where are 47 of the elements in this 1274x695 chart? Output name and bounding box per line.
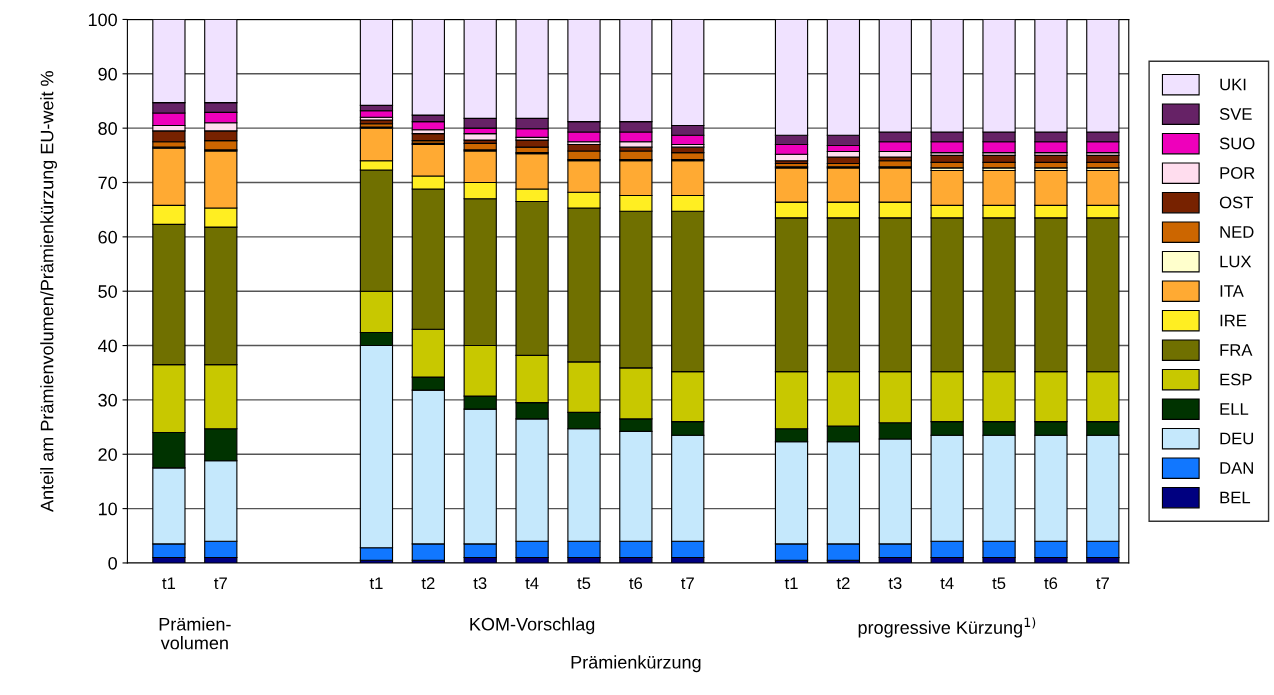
x-tick-label: t1 [784,577,798,590]
x-tick-label: t3 [473,577,487,590]
legend-label: DAN [1220,462,1253,474]
x-tick-label: t5 [577,577,591,590]
legend-label: POR [1220,167,1255,179]
x-tick-label: t5 [992,577,1006,590]
x-tick-label: t1 [162,577,176,590]
y-axis-title: Anteil am Prämienvolumen/Prämienkürzung EU-weit % [40,71,57,512]
legend-label: IRE [1220,314,1247,327]
legend-label: SUO [1219,137,1255,150]
y-tick-label: 90 [98,67,117,81]
x-tick-label: t7 [681,577,694,590]
y-tick-label: 80 [98,122,117,135]
x-tick-label: t6 [629,577,643,590]
legend-label: LUX [1220,255,1252,268]
legend-label: OST [1219,196,1253,209]
text: Prämienkürzung [571,655,701,673]
legend-label: UKI [1220,78,1246,91]
text: Prämien- volumen [159,617,231,650]
text: progressive Kürzung$^{1)}$ [858,617,1036,638]
y-tick-label: 30 [98,393,117,407]
x-tick-label: t2 [421,577,435,590]
y-tick-label: 50 [98,285,117,298]
y-tick-label: 60 [98,230,117,244]
y-tick-label: 70 [98,176,117,190]
x-tick-label: t7 [214,577,227,590]
x-tick-label: t1 [369,577,383,590]
legend-label: FRA [1220,344,1253,356]
x-tick-label: t7 [1096,577,1109,590]
y-tick-label: 100 [88,13,117,27]
y-tick-label: 20 [98,448,117,461]
y-tick-label: 10 [98,502,117,516]
legend-label: DEU [1220,432,1254,445]
legend-label: ESP [1220,373,1252,386]
legend-label: ITA [1220,285,1244,297]
legend-label: BEL [1220,491,1251,504]
legend-label: SVE [1219,108,1252,120]
x-tick-label: t3 [888,577,902,590]
x-tick-label: t6 [1044,577,1058,590]
y-tick-label: 0 [108,556,117,570]
x-tick-label: t4 [525,577,539,590]
legend-label: NED [1220,226,1254,238]
legend-label: ELL [1220,403,1249,415]
x-tick-label: t2 [836,577,850,590]
text: KOM-Vorschlag [470,617,595,635]
x-tick-label: t4 [940,577,954,590]
y-tick-label: 40 [98,339,117,353]
